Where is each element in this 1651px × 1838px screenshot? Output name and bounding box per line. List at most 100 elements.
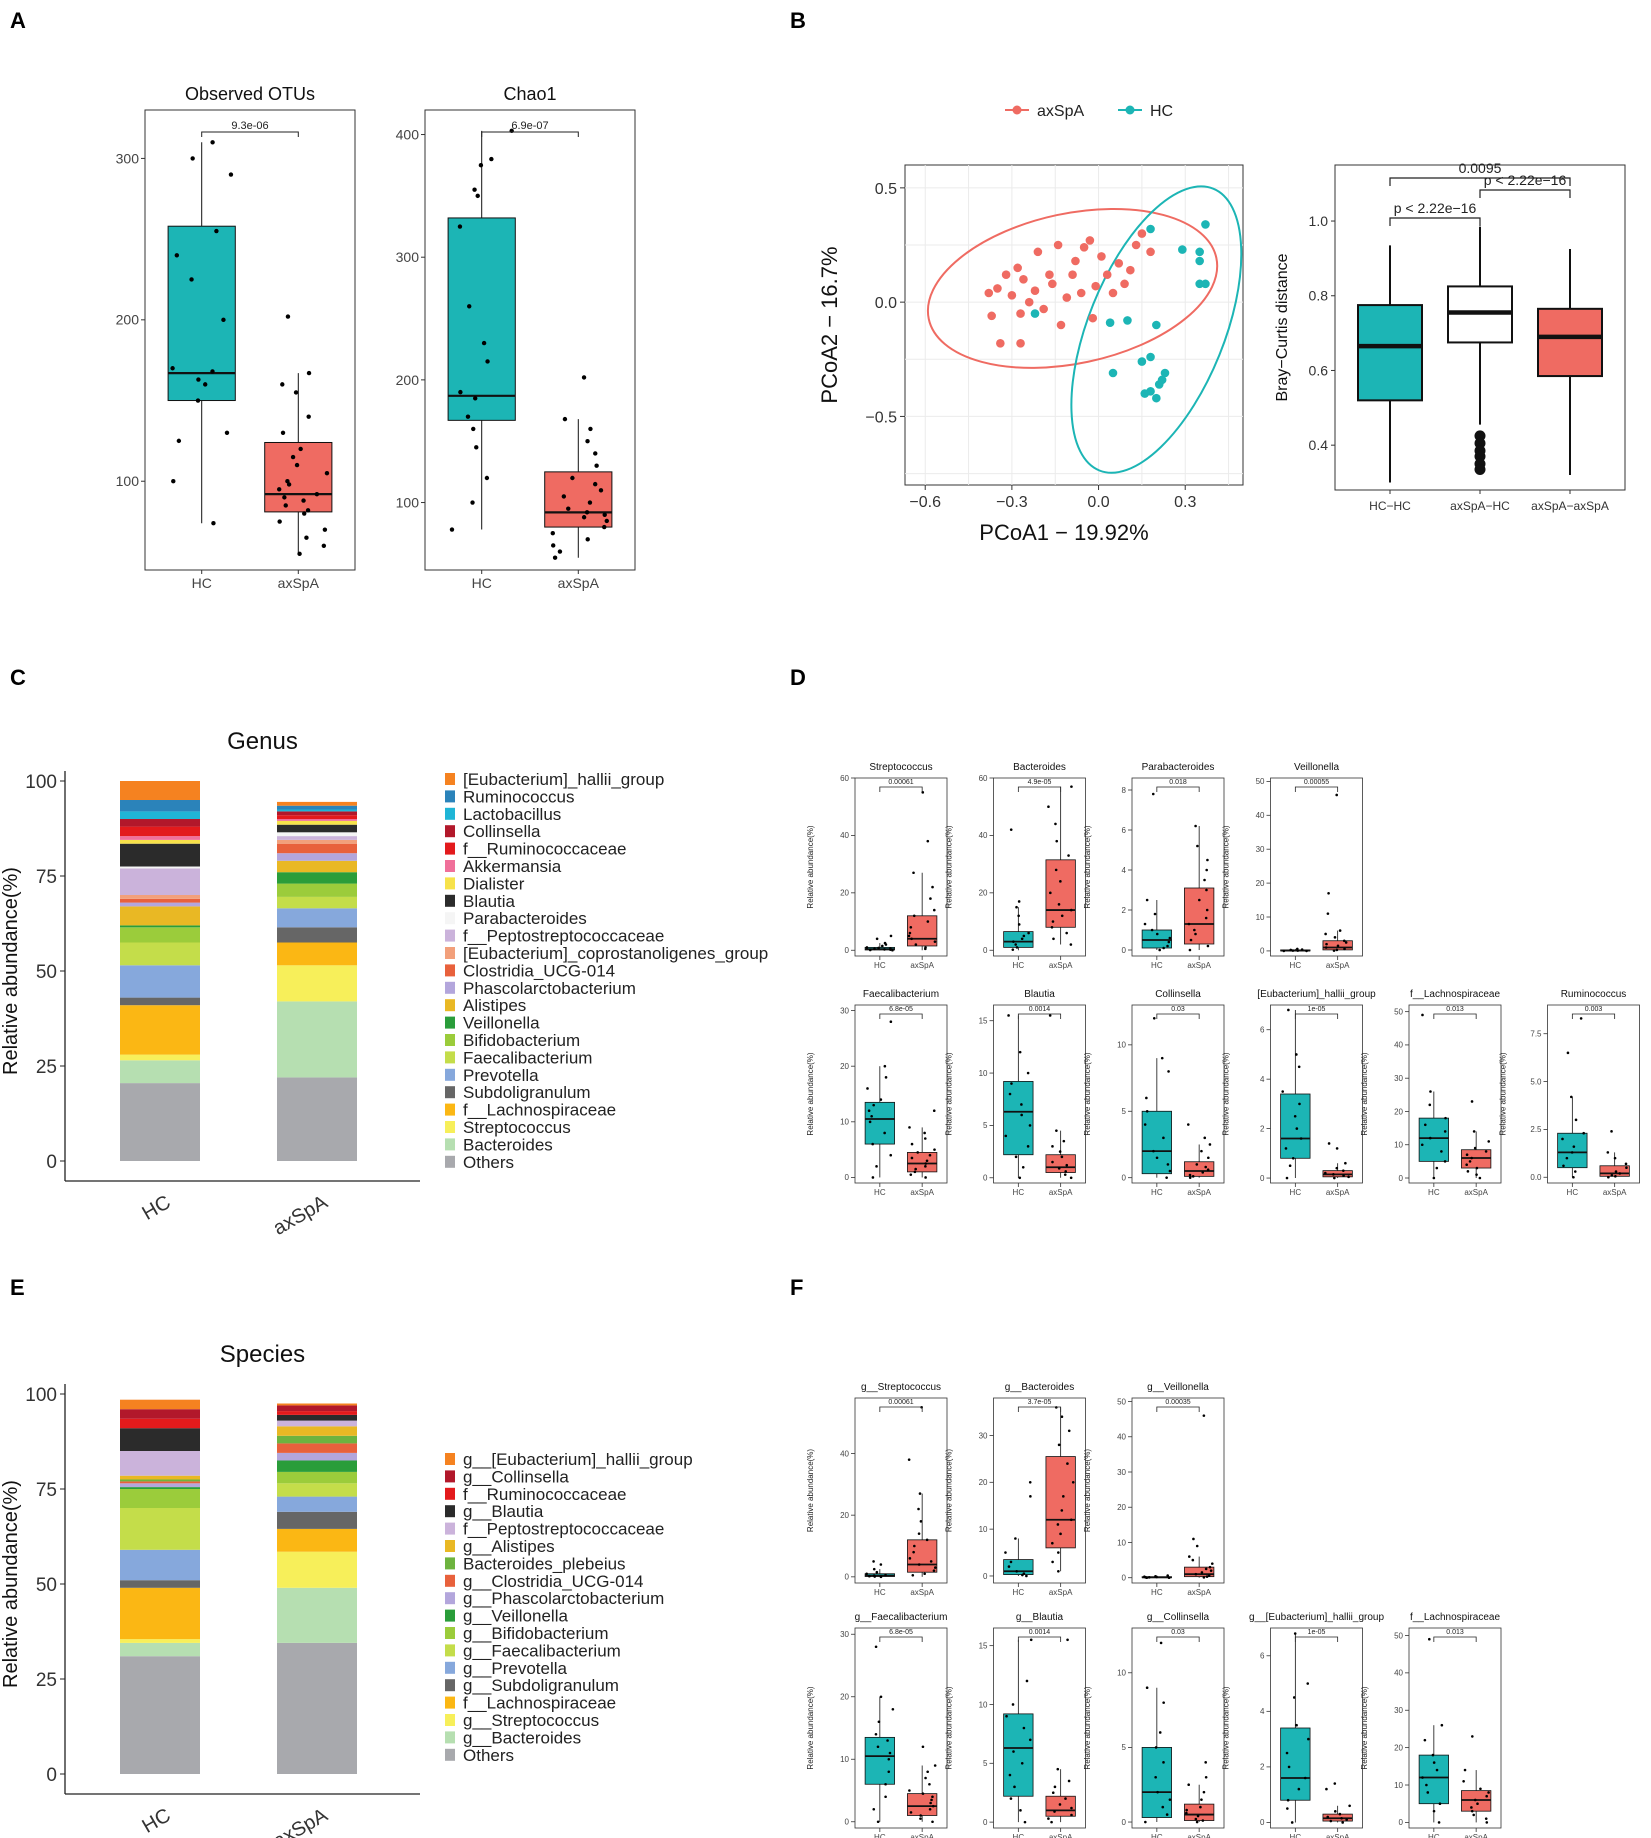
data-point [570,476,574,480]
data-point [277,487,281,491]
bar-segment [277,1588,357,1643]
bar-segment [120,895,200,899]
bar-segment [277,1552,357,1588]
data-point [1016,946,1019,949]
chart-title: Parabacteroides [1142,762,1215,773]
data-point [1010,1082,1013,1085]
bar-segment [120,781,200,800]
y-tick-label: 0 [845,946,850,955]
y-tick-label: 75 [36,867,57,888]
y-tick-label: 4 [1260,1707,1265,1716]
legend-label: [Eubacterium]_hallii_group [463,770,664,789]
data-point [1465,1163,1468,1166]
x-tick-label: axSpA [269,1804,332,1838]
data-point [1201,1171,1204,1174]
box-axSpA [1184,1804,1213,1820]
data-point [1293,1696,1296,1699]
data-point [911,1574,914,1577]
data-point [1203,1576,1206,1579]
data-point [1444,1130,1447,1133]
data-point [1070,1518,1073,1521]
data-point [1203,1791,1206,1794]
legend-swatch [445,1453,455,1465]
data-point [922,1792,925,1795]
legend-swatch [445,1697,455,1709]
data-point [1018,900,1021,903]
x-tick-label: axSpA [1603,1188,1627,1197]
data-point [910,937,913,940]
data-point [1205,1776,1208,1779]
data-point [910,1811,913,1814]
x-tick-label: axSpA [910,1188,934,1197]
y-tick-label: 20 [979,1478,988,1487]
legend-swatch [445,1540,455,1552]
data-point [1326,1816,1329,1819]
bar-segment [120,1476,200,1480]
data-point [889,947,892,950]
data-point [931,1820,934,1823]
y-tick-label: 30 [979,1431,988,1440]
data-point [485,476,489,480]
box-axSpA [1600,1166,1629,1177]
bar-segment [277,1461,357,1472]
data-point [1030,1638,1033,1641]
data-point [1345,1818,1348,1821]
legend-swatch [445,1505,455,1517]
data-point [1332,1173,1335,1176]
data-point [869,1121,872,1124]
data-point [1010,1561,1013,1564]
x-tick-label: axSpA [1187,1588,1211,1597]
data-point [211,521,215,525]
data-point [1169,937,1172,940]
data-point [1061,1509,1064,1512]
data-point [1055,840,1058,843]
data-point [1441,1724,1444,1727]
x-tick-label: axSpA [910,1588,934,1597]
data-point [1439,1802,1442,1805]
data-point [933,1148,936,1151]
data-point [1475,1173,1478,1176]
data-point [1429,1137,1432,1140]
data-point [1029,1495,1032,1498]
data-point [1192,1538,1195,1541]
data-point [924,1176,927,1179]
scatter-point [1054,241,1063,250]
data-point [1334,1810,1337,1813]
data-point [189,277,193,281]
y-tick-label: 10 [979,1525,988,1534]
data-point [301,498,305,502]
chart-title: f__Lachnospiraceae [1410,989,1501,1000]
significance-bracket [1018,1014,1060,1019]
data-point [1194,825,1197,828]
data-point [1192,1175,1195,1178]
data-point [877,1745,880,1748]
data-point [909,932,912,935]
plot-frame [1132,1398,1224,1583]
panel-label-c: C [10,665,26,690]
data-point [1203,1137,1206,1140]
data-point [1574,1170,1577,1173]
data-point [910,926,913,929]
legend-label: g__Blautia [463,1502,544,1521]
legend-swatch [445,1138,455,1150]
bar-segment [277,840,357,844]
data-point [1019,1809,1022,1812]
y-tick-label: 5 [983,1759,988,1768]
data-point [1335,794,1338,797]
data-point [1479,1177,1482,1180]
legend-swatch [445,1749,455,1761]
data-point [1047,805,1050,808]
data-point [923,1132,926,1135]
data-point [1207,1168,1210,1171]
data-point [1195,1573,1198,1576]
data-point [1068,1429,1071,1432]
data-point [1010,1797,1013,1800]
bar-segment [277,1077,357,1161]
data-point [1471,1735,1474,1738]
data-point [1052,937,1055,940]
data-point [1153,1017,1156,1020]
data-point [1438,1821,1441,1824]
data-point [870,1115,873,1118]
y-axis-label: Relative abundance(%) [1083,1686,1092,1769]
data-point [919,1817,922,1820]
